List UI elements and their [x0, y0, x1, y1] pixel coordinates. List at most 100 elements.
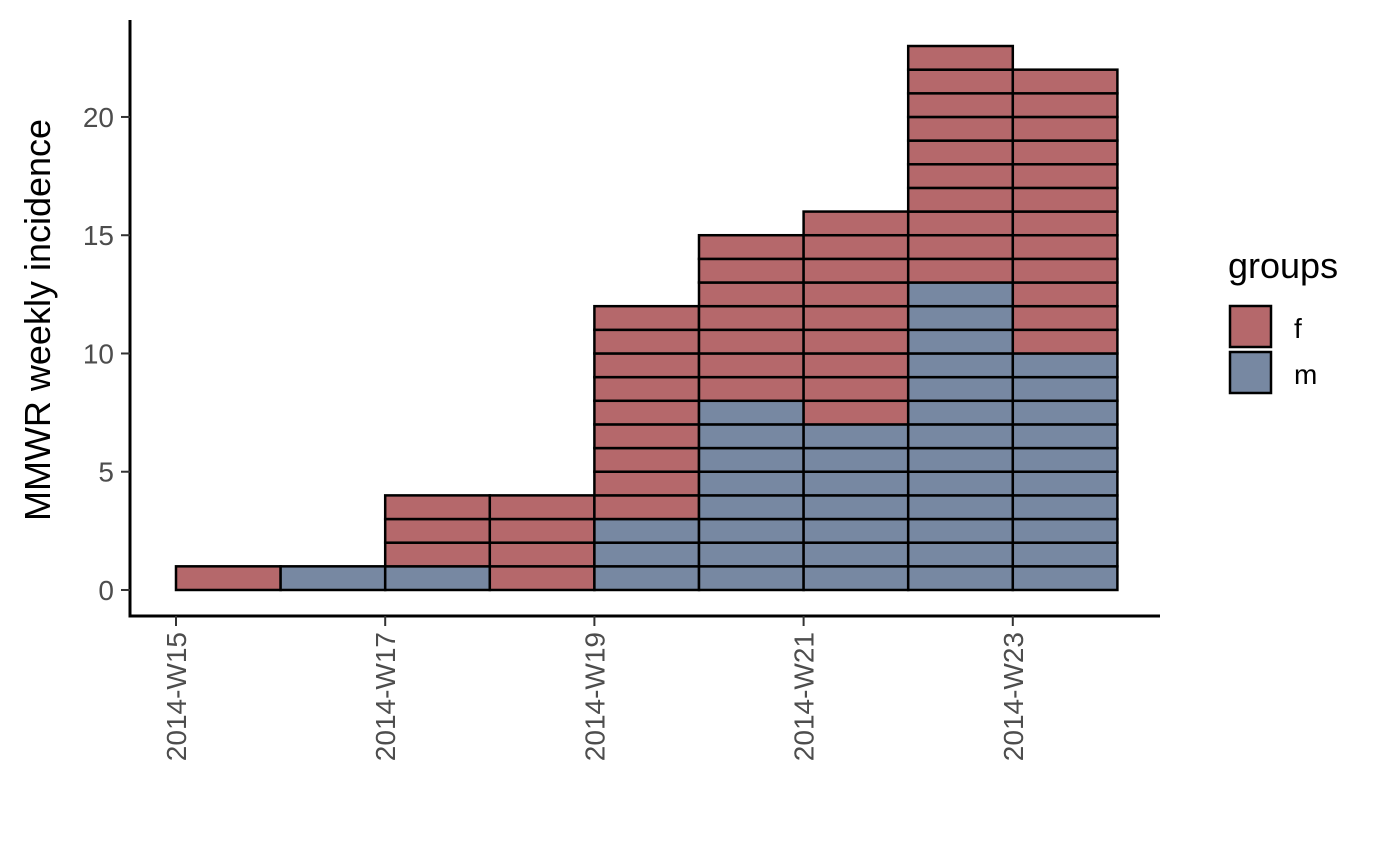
bar-cell-2014-W23-f — [1011, 68, 1119, 95]
bar-cell-2014-W18-f — [488, 517, 596, 544]
bar-cell-2014-W22-m — [906, 565, 1015, 592]
bar-cell-2014-W23-f — [1011, 139, 1119, 166]
bar-cell-2014-W20-f — [697, 352, 805, 379]
bar-cell-2014-W22-m — [906, 423, 1015, 450]
bar-cell-2014-W22-f — [906, 44, 1015, 71]
bar-cell-2014-W20-f — [697, 257, 805, 284]
bar-cell-2014-W23-f — [1011, 210, 1119, 237]
bar-cell-2014-W21-f — [802, 328, 910, 355]
axes — [128, 20, 1160, 618]
legend: groups fm — [1228, 245, 1338, 395]
bar-cell-2014-W22-f — [906, 92, 1015, 119]
bar-cell-2014-W19-f — [593, 446, 701, 473]
bar-cell-2014-W20-f — [697, 375, 805, 403]
bar-cell-2014-W20-m — [697, 517, 805, 544]
x-tick-label: 2014-W15 — [161, 632, 192, 761]
bar-cell-2014-W20-m — [697, 423, 805, 450]
bar-cell-2014-W23-m — [1011, 541, 1119, 568]
y-tick-label: 0 — [98, 575, 114, 606]
bar-cell-2014-W21-f — [802, 281, 910, 308]
bar-cell-2014-W22-m — [906, 304, 1015, 332]
bar-cell-2014-W22-m — [906, 541, 1015, 568]
bar-cell-2014-W19-f — [593, 304, 701, 332]
y-tick-label: 20 — [83, 102, 114, 133]
bar-cell-2014-W19-f — [593, 328, 701, 355]
legend-key-f — [1228, 304, 1273, 349]
bar-cell-2014-W20-m — [697, 446, 805, 473]
bar-cell-2014-W17-m — [383, 565, 492, 592]
bar-cell-2014-W22-m — [906, 328, 1015, 355]
bar-cell-2014-W22-m — [906, 399, 1015, 426]
bar-cell-2014-W19-m — [593, 517, 701, 544]
bar-cell-2014-W19-f — [593, 494, 701, 521]
bar-cell-2014-W22-f — [906, 257, 1015, 284]
bar-cell-2014-W15-f — [174, 565, 282, 592]
y-tick-label: 5 — [98, 457, 114, 488]
bar-cell-2014-W21-f — [802, 352, 910, 379]
bar-cell-2014-W23-f — [1011, 304, 1119, 332]
bar-cell-2014-W23-f — [1011, 328, 1119, 355]
bar-cell-2014-W22-f — [906, 210, 1015, 237]
bar-cell-2014-W21-f — [802, 257, 910, 284]
bar-cell-2014-W18-f — [488, 565, 596, 592]
bar-cell-2014-W22-f — [906, 115, 1015, 142]
bar-cell-2014-W20-m — [697, 494, 805, 521]
bar-cell-2014-W18-f — [488, 494, 596, 521]
bar-cell-2014-W23-m — [1011, 446, 1119, 473]
bar-cell-2014-W21-f — [802, 375, 910, 403]
bar-cell-2014-W22-m — [906, 446, 1015, 473]
bar-cell-2014-W22-m — [906, 375, 1015, 403]
y-axis-title: MMWR weekly incidence — [17, 119, 58, 521]
bar-cell-2014-W20-f — [697, 281, 805, 308]
y-tick-label: 10 — [83, 338, 114, 369]
bar-cell-2014-W21-f — [802, 210, 910, 237]
bar-cell-2014-W23-f — [1011, 186, 1119, 213]
x-tick-label: 2014-W19 — [579, 632, 610, 761]
bar-cell-2014-W19-m — [593, 541, 701, 568]
bar-cell-2014-W23-m — [1011, 565, 1119, 592]
bar-cell-2014-W21-f — [802, 233, 910, 261]
bar-cell-2014-W21-m — [802, 565, 910, 592]
legend-title: groups — [1228, 245, 1338, 286]
bar-cell-2014-W18-f — [488, 541, 596, 568]
bar-cell-2014-W23-m — [1011, 352, 1119, 379]
bar-cell-2014-W19-f — [593, 375, 701, 403]
legend-label-f: f — [1294, 313, 1302, 344]
bar-cell-2014-W23-f — [1011, 92, 1119, 119]
bar-cell-2014-W22-m — [906, 517, 1015, 544]
bar-cell-2014-W20-f — [697, 304, 805, 332]
bar-cell-2014-W20-m — [697, 541, 805, 568]
bar-cell-2014-W23-m — [1011, 375, 1119, 403]
bar-cell-2014-W22-f — [906, 163, 1015, 190]
bar-cell-2014-W22-f — [906, 186, 1015, 213]
bar-cell-2014-W23-f — [1011, 281, 1119, 308]
y-ticks: 0 5 10 15 20 — [83, 102, 130, 606]
x-tick-label: 2014-W21 — [789, 632, 820, 761]
bar-cell-2014-W22-m — [906, 281, 1015, 308]
legend-label-m: m — [1294, 359, 1317, 390]
bar-cell-2014-W22-f — [906, 233, 1015, 261]
bar-cell-2014-W23-f — [1011, 233, 1119, 261]
bar-cell-2014-W22-f — [906, 139, 1015, 166]
bar-cell-2014-W23-m — [1011, 399, 1119, 426]
bar-cell-2014-W21-f — [802, 399, 910, 426]
bar-cell-2014-W19-m — [593, 565, 701, 592]
bar-cell-2014-W23-m — [1011, 470, 1119, 497]
bar-cell-2014-W23-f — [1011, 115, 1119, 142]
bar-cell-2014-W20-m — [697, 470, 805, 497]
bar-cell-2014-W21-m — [802, 423, 910, 450]
bar-cell-2014-W22-m — [906, 352, 1015, 379]
bar-cell-2014-W19-f — [593, 470, 701, 497]
bar-cell-2014-W16-m — [279, 565, 387, 592]
legend-key-m — [1228, 350, 1273, 395]
bar-cell-2014-W22-m — [906, 470, 1015, 497]
bar-cell-2014-W20-m — [697, 565, 805, 592]
bar-cell-2014-W22-m — [906, 494, 1015, 521]
bar-cell-2014-W21-m — [802, 541, 910, 568]
bar-cell-2014-W19-f — [593, 352, 701, 379]
bar-cell-2014-W19-f — [593, 423, 701, 450]
bar-cell-2014-W23-f — [1011, 257, 1119, 284]
bar-cell-2014-W21-m — [802, 494, 910, 521]
bar-cells — [174, 44, 1119, 592]
